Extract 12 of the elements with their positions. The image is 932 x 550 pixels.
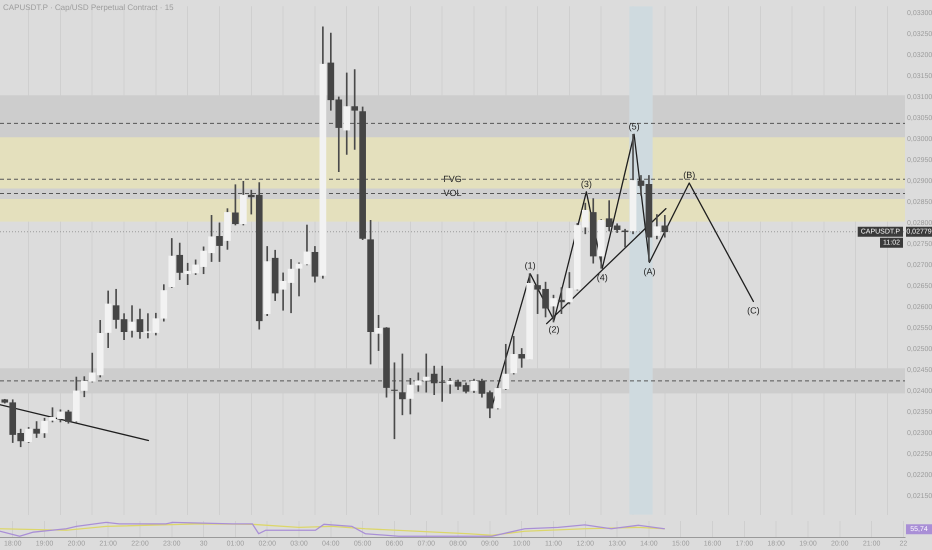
annotation: (2) xyxy=(548,324,560,334)
annotation: (5) xyxy=(628,121,640,132)
candlestick xyxy=(622,228,628,248)
annotation: (A) xyxy=(643,266,656,276)
annotation: (4) xyxy=(596,272,608,282)
candlestick xyxy=(216,222,223,262)
annotation: (1) xyxy=(524,260,536,271)
annotation: (3) xyxy=(580,178,592,189)
annotation: (C) xyxy=(747,305,760,316)
annotation: (B) xyxy=(683,170,696,180)
candlestick xyxy=(558,287,565,314)
chart-title: CAPUSDT.P · Cap/USD Perpetual Contract · 15 xyxy=(3,3,174,12)
